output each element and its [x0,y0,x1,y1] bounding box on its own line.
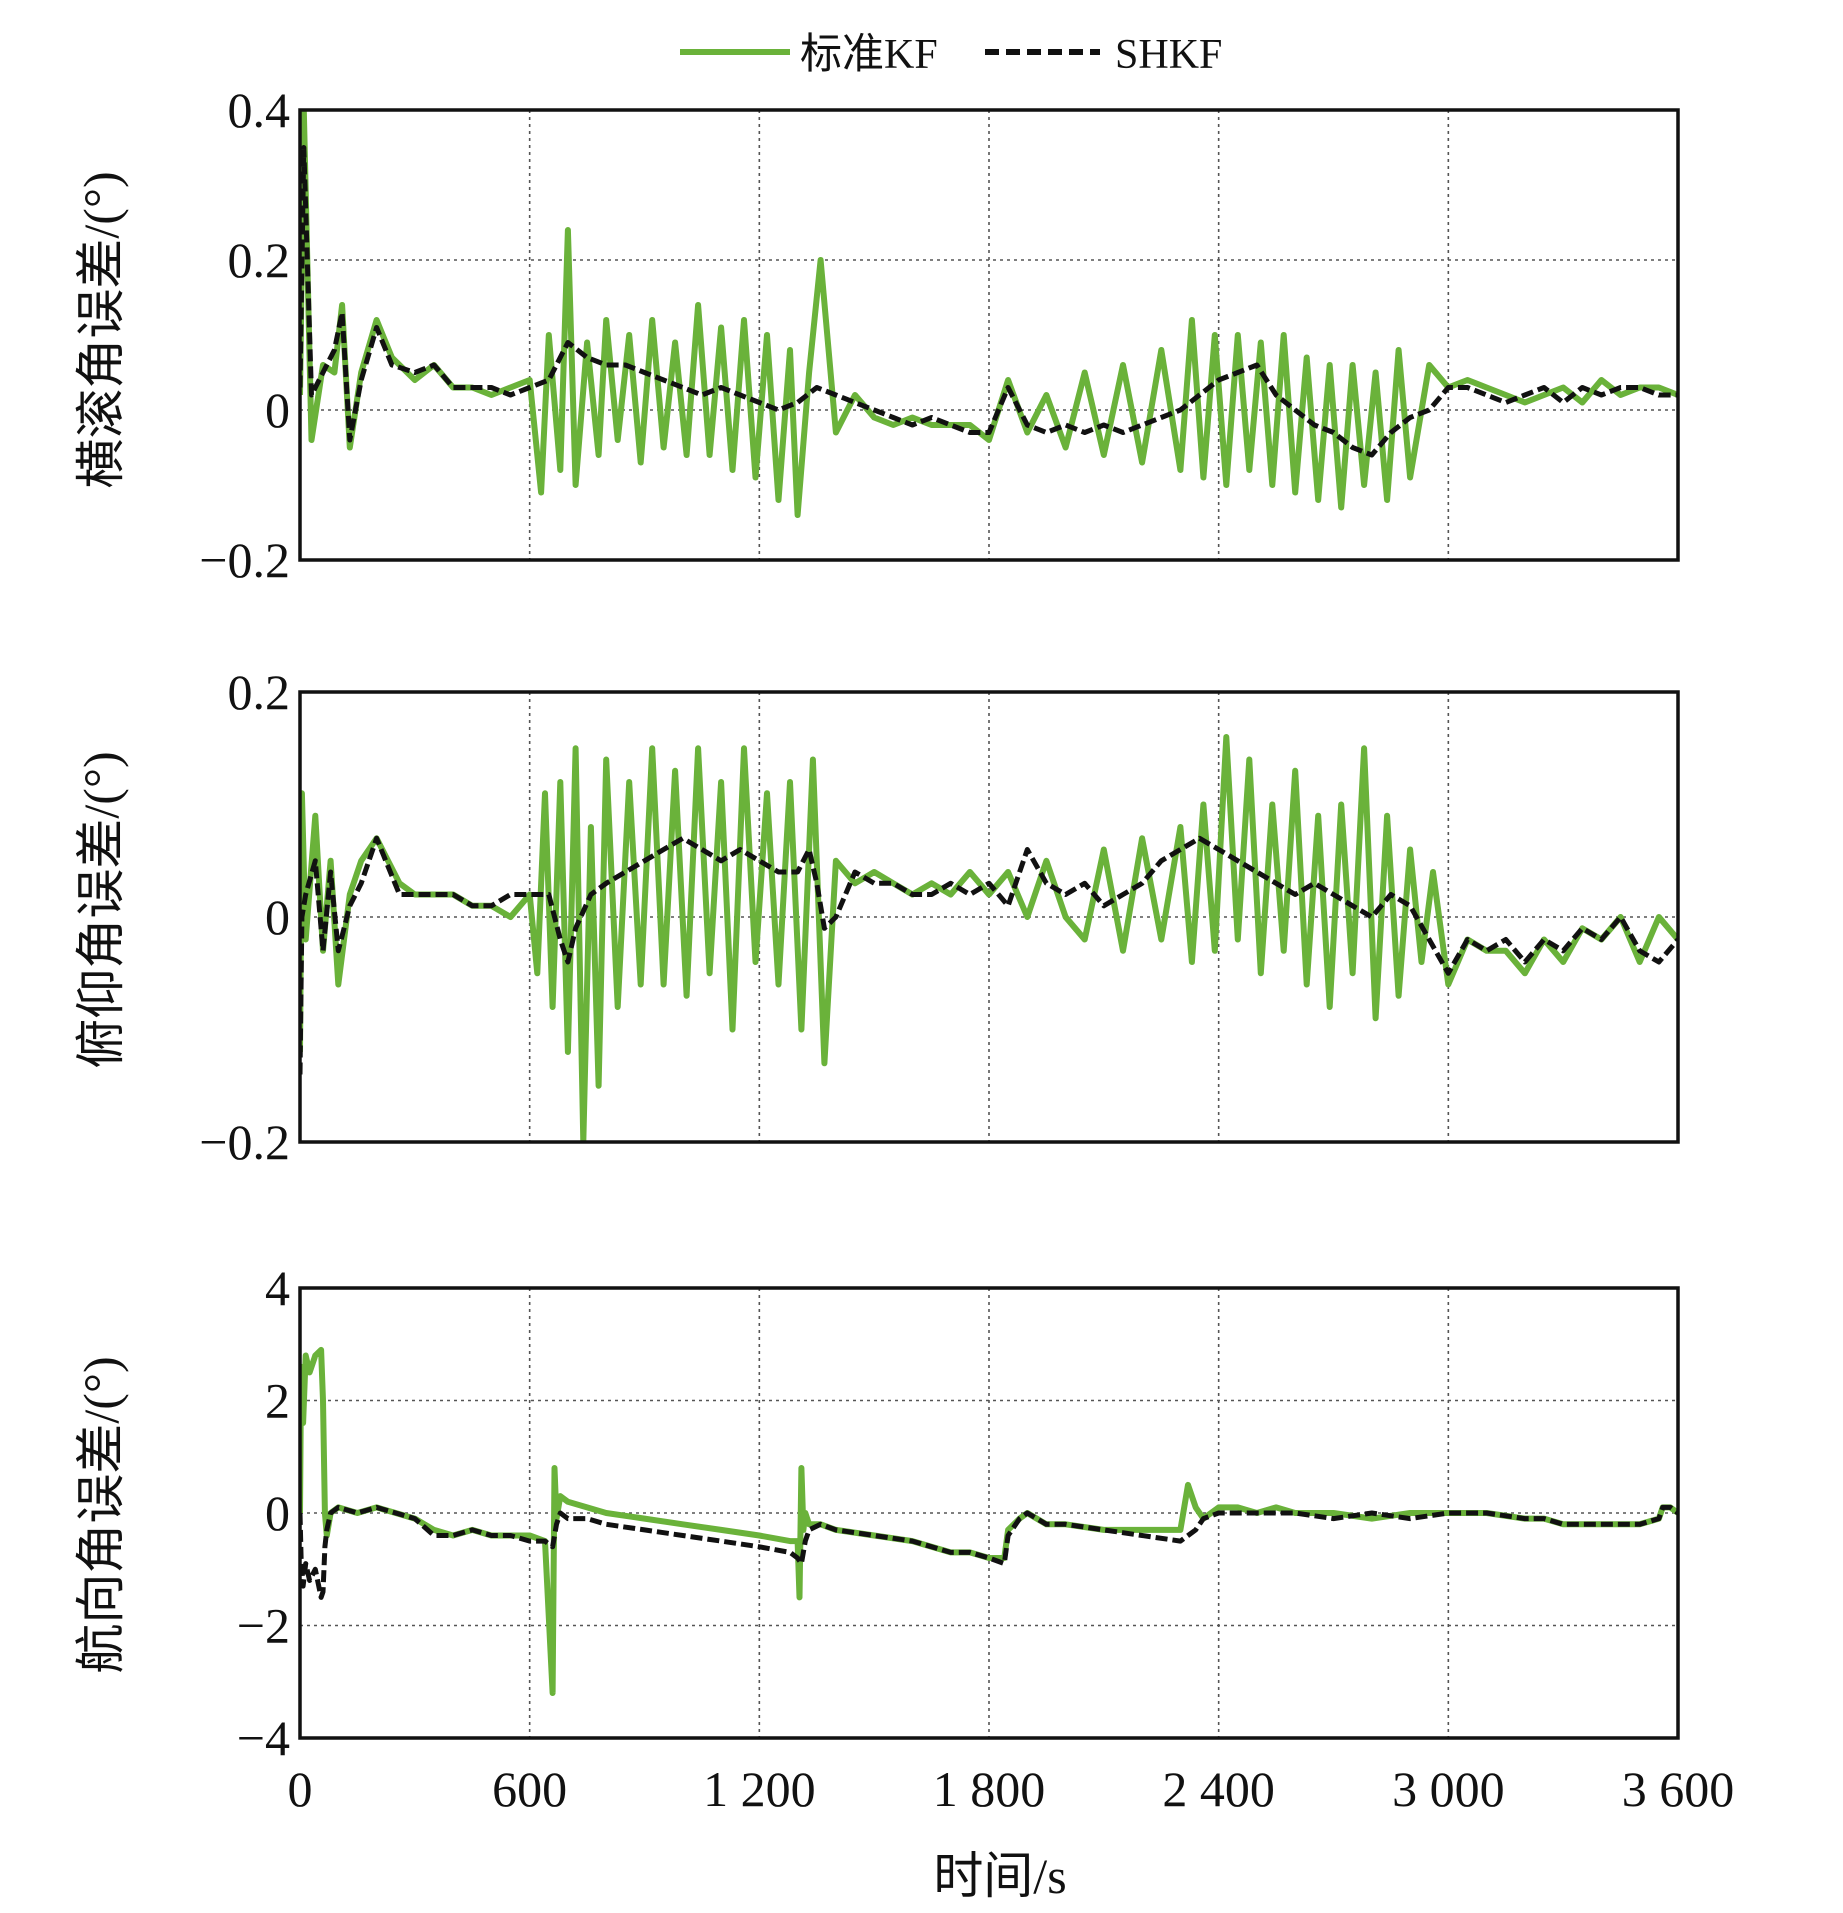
heading-x-tick-label: 3 000 [1392,1761,1505,1817]
heading-x-tick-label: 3 600 [1622,1761,1735,1817]
roll-kf-series-line [300,110,1678,518]
pitch-plot-frame [298,690,1680,1144]
pitch-kf-series-line [300,734,1678,1142]
legend: 标准KF SHKF [680,32,1222,78]
x-axis-label: 时间/s [933,1848,1066,1904]
legend-shkf-label: SHKF [1115,32,1222,78]
pitch-y-axis-label: 俯仰角误差/(°) [73,751,129,1068]
heading-y-axis-label: 航向角误差/(°) [73,1356,129,1673]
heading-shkf-series-line [300,1504,1678,1600]
heading-x-tick-label: 600 [492,1761,567,1817]
legend-kf-label: 标准KF [800,32,938,78]
roll-y-tick-label: 0 [265,382,290,438]
pitch-y-tick-label: 0 [265,889,290,945]
pitch-error-chart: 俯仰角误差/(°) −0.2 0 0.2 [73,664,1680,1170]
roll-y-tick-label: 0.2 [228,232,291,288]
pitch-y-tick-label: −0.2 [199,1114,290,1170]
roll-y-tick-label: −0.2 [199,532,290,588]
heading-y-tick-label: 4 [265,1260,290,1316]
heading-x-tick-label: 2 400 [1162,1761,1275,1817]
heading-y-tick-label: −4 [237,1710,290,1766]
roll-shkf-series-line [300,145,1678,458]
heading-y-tick-label: 2 [265,1373,290,1429]
roll-error-chart: 横滚角误差/(°) −0.2 0 0.2 0.4 [73,82,1680,588]
pitch-shkf-series-line [300,835,1678,1075]
heading-y-tick-label: 0 [265,1485,290,1541]
heading-x-tick-label: 1 200 [703,1761,816,1817]
roll-plot-frame [298,108,1680,562]
heading-error-chart: 航向角误差/(°) 时间/s −4 −2 0 2 4 0 600 1 200 1 800 2 40… [73,1260,1734,1904]
heading-x-tick-label: 1 800 [933,1761,1046,1817]
heading-x-tick-label: 0 [288,1761,313,1817]
heading-y-tick-label: −2 [237,1598,290,1654]
roll-y-tick-label: 0.4 [228,82,291,138]
pitch-y-tick-label: 0.2 [228,664,291,720]
roll-y-axis-label: 横滚角误差/(°) [73,171,129,488]
heading-plot-frame [298,1286,1680,1740]
